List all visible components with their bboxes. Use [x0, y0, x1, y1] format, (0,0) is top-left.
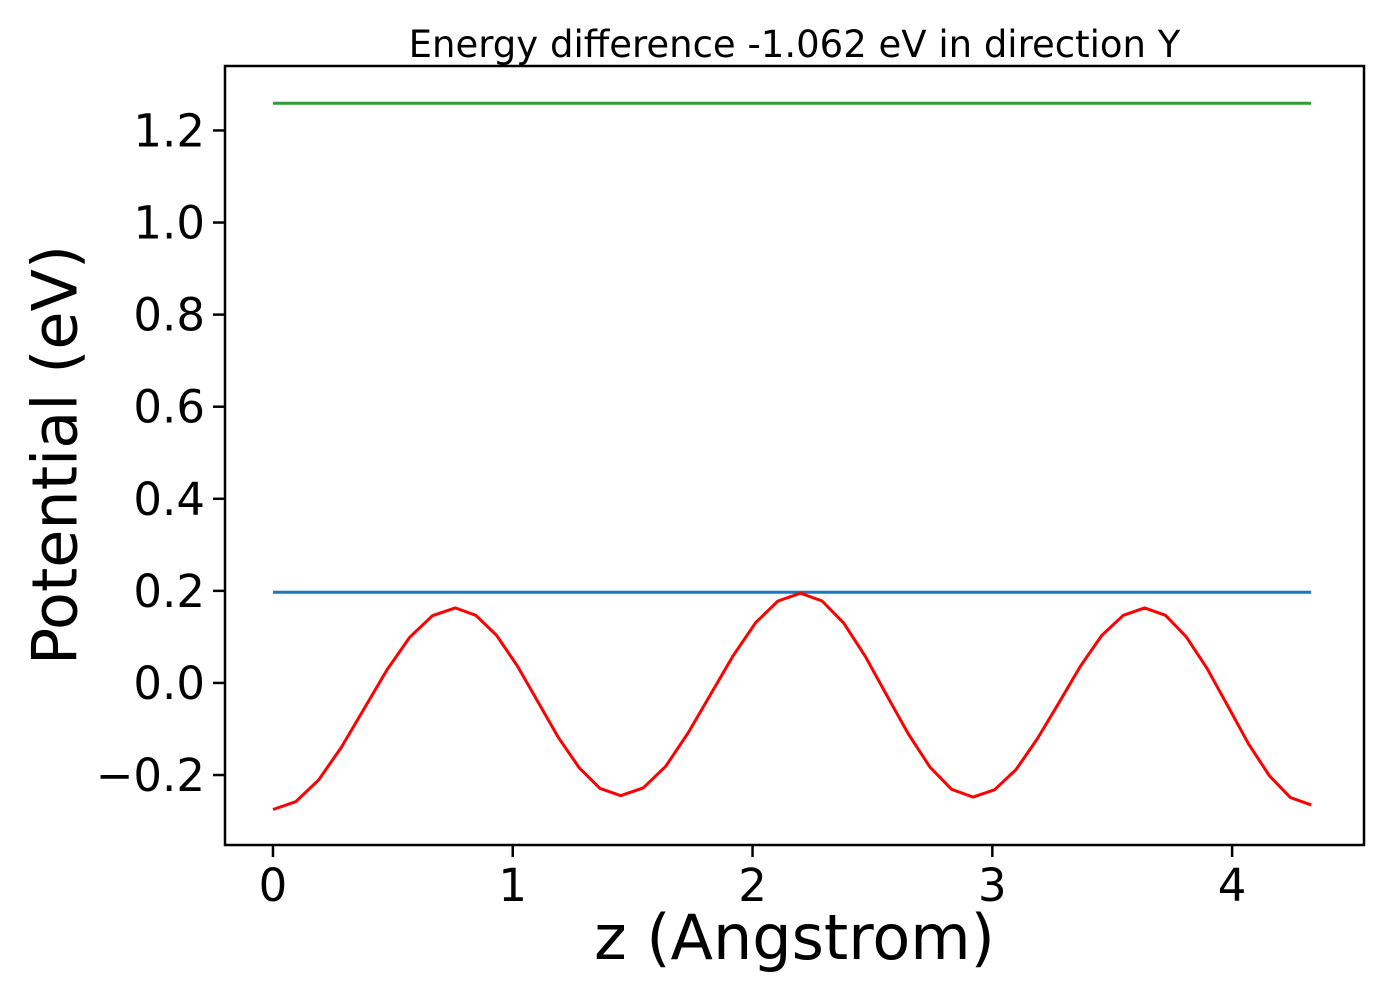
x-tick-label: 4 — [1218, 859, 1247, 912]
plot-spines — [223, 64, 1366, 847]
x-tick-label: 3 — [978, 859, 1007, 912]
x-tick-label: 2 — [738, 859, 767, 912]
y-axis-label: Potential (eV) — [18, 244, 92, 666]
x-tick-label: 1 — [498, 859, 527, 912]
y-tick-label: 1.2 — [133, 104, 205, 157]
x-axis-label: z (Angstrom) — [594, 901, 995, 974]
x-tick-label: 0 — [259, 859, 288, 912]
y-tick-label: 0.4 — [133, 473, 205, 526]
y-tick-label: 1.0 — [133, 197, 205, 250]
chart-title: Energy difference -1.062 eV in direction… — [408, 23, 1181, 66]
y-tick-label: 0.2 — [133, 565, 205, 618]
y-tick-label: 0.0 — [133, 657, 205, 710]
red-potential-curve — [272, 591, 1312, 811]
y-tick-label: −0.2 — [96, 749, 205, 802]
y-tick-label: 0.6 — [133, 381, 205, 434]
y-tick-label: 0.8 — [133, 289, 205, 342]
